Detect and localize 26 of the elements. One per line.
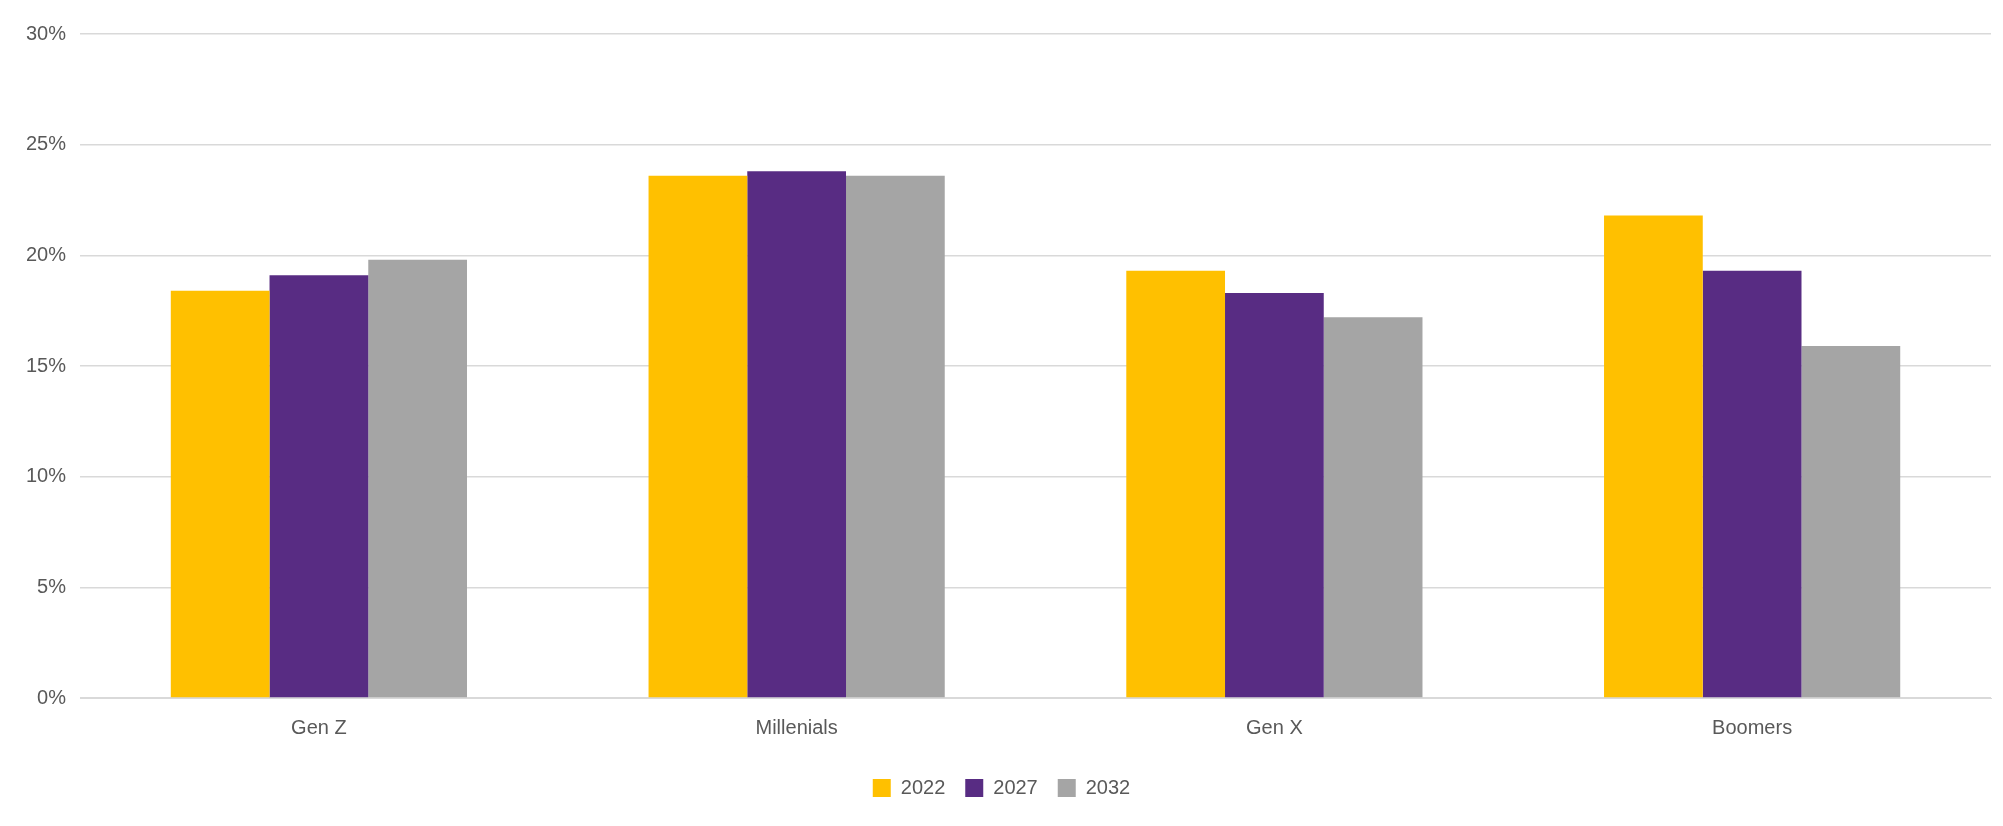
x-tick-label: Gen X bbox=[1246, 715, 1303, 738]
x-tick-label: Gen Z bbox=[291, 715, 347, 738]
y-tick-label: 25% bbox=[26, 132, 67, 155]
y-tick-label: 10% bbox=[26, 464, 67, 487]
bar bbox=[747, 171, 847, 698]
bar bbox=[846, 175, 945, 698]
y-tick-label: 20% bbox=[26, 242, 67, 265]
y-tick-label: 0% bbox=[37, 685, 67, 708]
bar bbox=[170, 290, 270, 698]
bar bbox=[1126, 270, 1226, 698]
bar bbox=[368, 259, 467, 698]
legend-label: 2022 bbox=[900, 775, 946, 798]
y-tick-label: 30% bbox=[26, 21, 67, 44]
bar bbox=[1604, 215, 1703, 698]
bar bbox=[1323, 317, 1423, 698]
bar bbox=[1801, 346, 1901, 698]
y-tick-label: 15% bbox=[26, 353, 67, 376]
y-tick-label: 5% bbox=[37, 574, 67, 597]
bar bbox=[1702, 270, 1802, 698]
legend-label: 2032 bbox=[1085, 775, 1131, 798]
bar bbox=[269, 275, 369, 698]
bar bbox=[1225, 292, 1324, 698]
bar bbox=[648, 175, 748, 698]
x-tick-label: Boomers bbox=[1712, 715, 1793, 738]
legend-label: 2027 bbox=[993, 775, 1038, 798]
x-tick-label: Millenials bbox=[755, 715, 838, 738]
